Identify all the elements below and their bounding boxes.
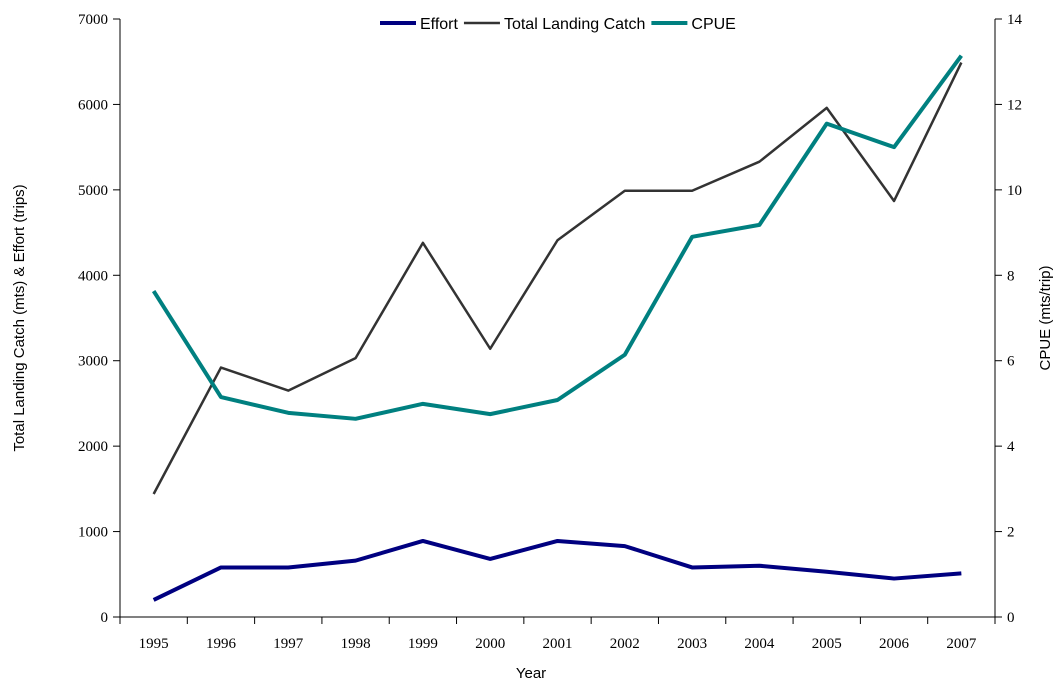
x-tick-label: 1995 [139, 636, 169, 652]
x-tick-label: 2003 [677, 636, 707, 652]
y2-tick-label: 14 [1007, 12, 1023, 28]
x-tick-label: 2001 [543, 636, 573, 652]
y-tick-label: 6000 [78, 97, 108, 113]
y-tick-label: 0 [101, 610, 109, 626]
legend-label: Total Landing Catch [504, 16, 645, 33]
y2-axis-title: CPUE (mts/trip) [1037, 265, 1054, 370]
y2-tick-label: 4 [1007, 439, 1015, 455]
x-tick-label: 2004 [744, 636, 775, 652]
y-tick-label: 2000 [78, 439, 108, 455]
x-tick-label: 1998 [341, 636, 371, 652]
y2-tick-label: 2 [1007, 525, 1015, 541]
x-tick-label: 2000 [475, 636, 505, 652]
y2-tick-label: 0 [1007, 610, 1015, 626]
y2-tick-label: 12 [1007, 97, 1022, 113]
legend-label: Effort [420, 16, 459, 33]
y-tick-label: 1000 [78, 525, 108, 541]
y2-tick-label: 10 [1007, 183, 1022, 199]
y-axis-title: Total Landing Catch (mts) & Effort (trip… [11, 184, 28, 451]
series-line [152, 538, 962, 602]
y2-tick-label: 8 [1007, 268, 1015, 284]
y2-tick-label: 6 [1007, 354, 1015, 370]
x-axis-title: Year [516, 665, 546, 682]
x-tick-label: 2002 [610, 636, 640, 652]
x-tick-label: 2006 [879, 636, 910, 652]
y-tick-label: 5000 [78, 183, 108, 199]
x-tick-label: 1999 [408, 636, 438, 652]
legend-label: CPUE [691, 16, 735, 33]
y-tick-label: 3000 [78, 354, 108, 370]
y-tick-label: 4000 [78, 268, 108, 284]
y-tick-label: 7000 [78, 12, 108, 28]
x-tick-label: 2007 [946, 636, 977, 652]
x-tick-label: 1997 [273, 636, 304, 652]
series-line [151, 54, 963, 421]
x-tick-label: 1996 [206, 636, 237, 652]
x-tick-label: 2005 [812, 636, 842, 652]
series-line [152, 62, 963, 495]
